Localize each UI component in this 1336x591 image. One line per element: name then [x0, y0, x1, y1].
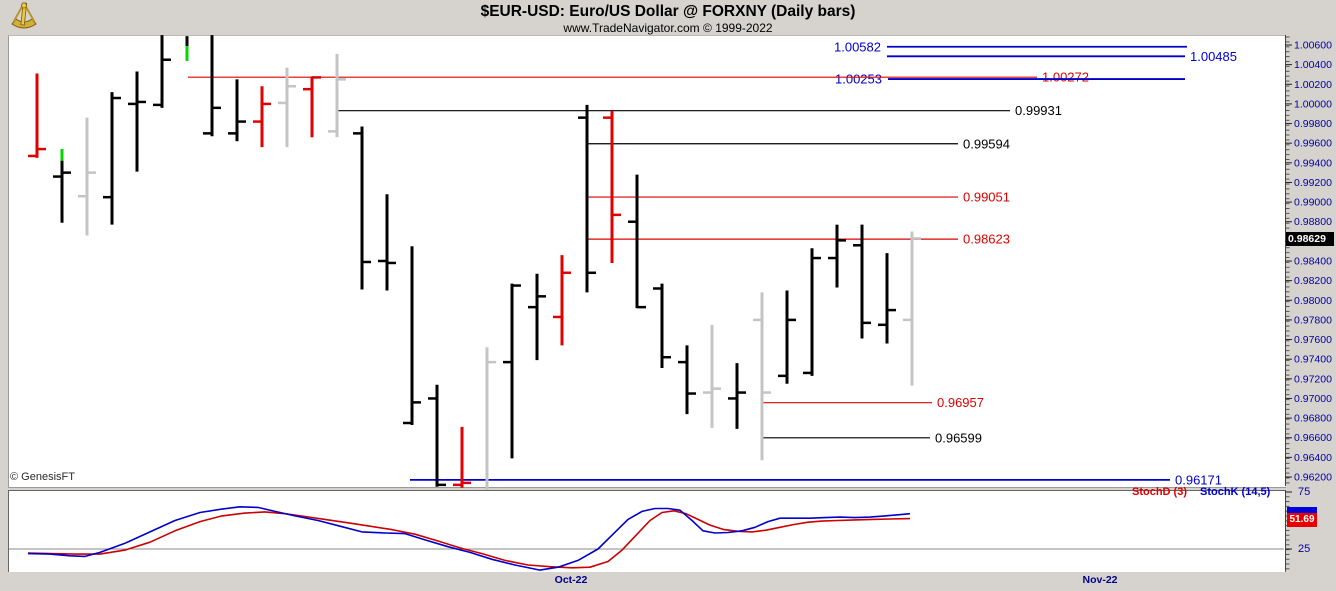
date-label-nov: Nov-22 [1082, 574, 1118, 586]
chart-subtitle: www.TradeNavigator.com © 1999-2022 [563, 21, 773, 35]
chart-title: $EUR-USD: Euro/US Dollar @ FORXNY (Daily… [480, 3, 856, 20]
stochastic-panel[interactable] [8, 490, 1286, 573]
genesis-sextant-logo-icon [11, 2, 37, 29]
date-axis-strip[interactable] [0, 572, 1336, 591]
stoch-upper-tick-label: 75 [1298, 486, 1311, 498]
stochk-legend-label[interactable]: StochK (14,5) [1200, 486, 1271, 498]
stochd-value-box: 51.69 [1287, 513, 1317, 527]
stochk-value-box [1287, 507, 1317, 513]
date-label-oct: Oct-22 [554, 574, 588, 586]
stoch-lower-tick-label: 25 [1298, 543, 1311, 555]
price-axis-gutter[interactable] [1286, 0, 1336, 591]
genesisft-watermark: © GenesisFT [10, 471, 75, 483]
price-chart-panel[interactable] [8, 35, 1286, 488]
stochd-legend-label[interactable]: StochD (3) [1132, 486, 1187, 498]
current-price-badge: 0.98629 [1286, 232, 1334, 246]
